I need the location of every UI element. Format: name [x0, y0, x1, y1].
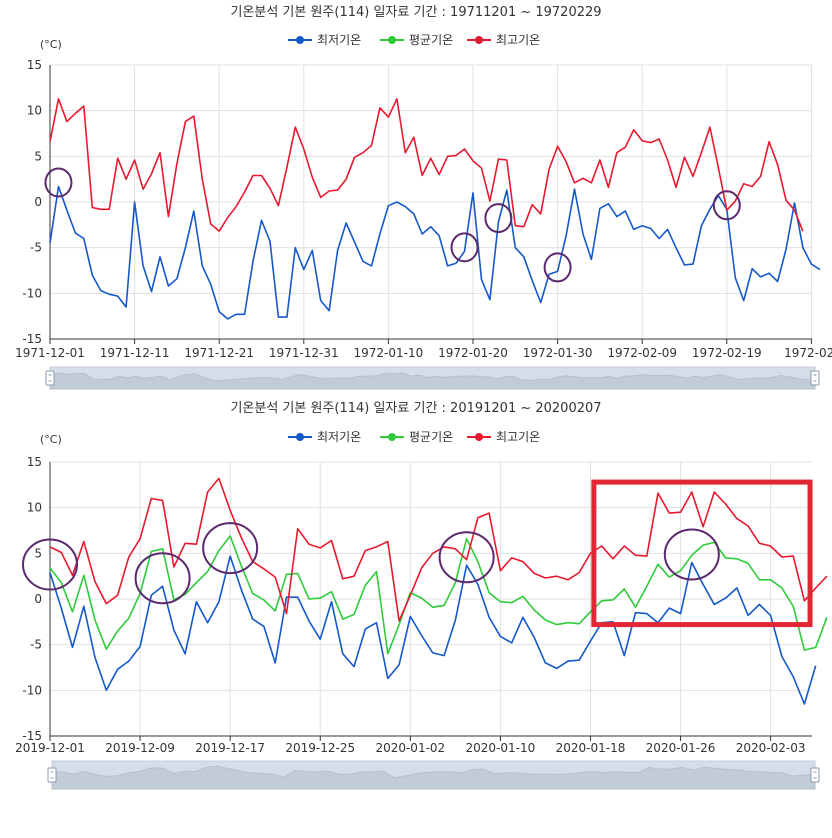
series-line-max [49, 477, 828, 622]
x-tick-label: 2019-12-25 [285, 741, 355, 755]
legend-item-max[interactable]: 최고기온 [467, 430, 540, 444]
zoom-handle-grip[interactable] [810, 370, 820, 386]
x-tick-label: 1972-02-09 [607, 346, 677, 360]
highlight-box [591, 479, 813, 628]
series-line-max [49, 98, 804, 232]
legend-item-avg[interactable]: 평균기온 [380, 430, 453, 444]
zoom-handle-left[interactable] [47, 767, 57, 783]
legend-label-min: 최저기온 [317, 33, 361, 47]
legend-marker-min [296, 433, 304, 441]
zoom-handle-left[interactable] [45, 370, 55, 386]
x-tick-label: 2019-12-09 [105, 741, 175, 755]
annotation-circle [712, 190, 741, 221]
x-tick-label: 2020-01-26 [646, 741, 716, 755]
legend-label-max: 최고기온 [496, 33, 540, 47]
x-tick-label: 1971-12-11 [100, 346, 170, 360]
chart-title: 기온분석 기본 원주(114) 일자료 기간 : 20191201 ~ 2020… [230, 401, 601, 416]
zoom-slider[interactable] [45, 366, 820, 390]
legend-marker-min [296, 36, 304, 44]
legend-marker-avg [388, 36, 396, 44]
y-tick-label: 5 [34, 149, 42, 163]
zoom-handle-grip[interactable] [810, 767, 820, 783]
y-tick-label: 10 [27, 501, 42, 515]
legend: 최저기온 평균기온 최고기온 [288, 33, 540, 47]
x-tick-label: 2020-01-02 [375, 741, 445, 755]
annotation-circle [202, 522, 259, 575]
chart-1: 기온분석 기본 원주(114) 일자료 기간 : 19711201 ~ 1972… [15, 5, 832, 390]
y-tick-label: -15 [22, 332, 42, 346]
legend-label-max: 최고기온 [496, 430, 540, 444]
zoom-handle-grip[interactable] [47, 767, 57, 783]
legend-marker-max [475, 433, 483, 441]
x-tick-label: 1972-01-20 [438, 346, 508, 360]
x-tick-label: 1972-02-19 [692, 346, 762, 360]
x-tick-label: 2020-01-18 [556, 741, 626, 755]
y-tick-label: 5 [34, 546, 42, 560]
x-tick-label: 1971-12-01 [15, 346, 85, 360]
zoom-slider-preview [49, 372, 816, 390]
annotation-circle [22, 538, 78, 591]
legend-item-avg[interactable]: 평균기온 [380, 33, 453, 47]
x-tick-label: 2020-01-10 [466, 741, 536, 755]
zoom-handle-right[interactable] [810, 370, 820, 386]
x-tick-label: 1971-12-31 [269, 346, 339, 360]
legend-item-min[interactable]: 최저기온 [288, 430, 361, 444]
x-tick-label: 2019-12-01 [15, 741, 85, 755]
grid [49, 64, 812, 340]
legend: 최저기온 평균기온 최고기온 [288, 430, 540, 444]
legend-item-min[interactable]: 최저기온 [288, 33, 361, 47]
y-axis-unit: (°C) [40, 433, 62, 446]
y-tick-label: 10 [27, 104, 42, 118]
legend-label-avg: 평균기온 [409, 33, 453, 47]
x-tick-label: 1972-01-10 [354, 346, 424, 360]
y-tick-label: 15 [27, 58, 42, 72]
chart-2: 기온분석 기본 원주(114) 일자료 기간 : 20191201 ~ 2020… [15, 401, 828, 790]
y-tick-label: 0 [34, 195, 42, 209]
annotation-circle [438, 531, 495, 584]
x-tick-label: 1972-01-30 [523, 346, 593, 360]
x-tick-label: 1972-02- [784, 346, 832, 360]
zoom-handle-right[interactable] [810, 767, 820, 783]
annotation-circle [450, 232, 479, 263]
annotation-circle [484, 203, 513, 234]
y-tick-label: -5 [30, 638, 42, 652]
y-tick-label: -15 [22, 729, 42, 743]
legend-label-min: 최저기온 [317, 430, 361, 444]
zoom-slider-preview [51, 765, 816, 790]
x-tick-label: 2020-02-03 [736, 741, 806, 755]
x-tick-label: 1971-12-21 [184, 346, 254, 360]
zoom-handle-grip[interactable] [45, 370, 55, 386]
grid [49, 461, 812, 737]
y-tick-label: -10 [22, 683, 42, 697]
legend-label-avg: 평균기온 [409, 430, 453, 444]
x-tick-label: 2019-12-17 [195, 741, 265, 755]
annotation-circle [663, 528, 720, 581]
annotation-circle [44, 167, 73, 198]
chart-title: 기온분석 기본 원주(114) 일자료 기간 : 19711201 ~ 1972… [230, 5, 601, 20]
legend-item-max[interactable]: 최고기온 [467, 33, 540, 47]
legend-marker-avg [388, 433, 396, 441]
y-tick-label: 0 [34, 592, 42, 606]
y-tick-label: -10 [22, 286, 42, 300]
y-axis-unit: (°C) [40, 38, 62, 51]
series-line-min [49, 185, 821, 320]
zoom-slider[interactable] [47, 760, 820, 790]
annotation-circle [134, 552, 191, 605]
y-tick-label: -5 [30, 241, 42, 255]
annotation-circle [543, 252, 572, 283]
y-tick-label: 15 [27, 455, 42, 469]
legend-marker-max [475, 36, 483, 44]
